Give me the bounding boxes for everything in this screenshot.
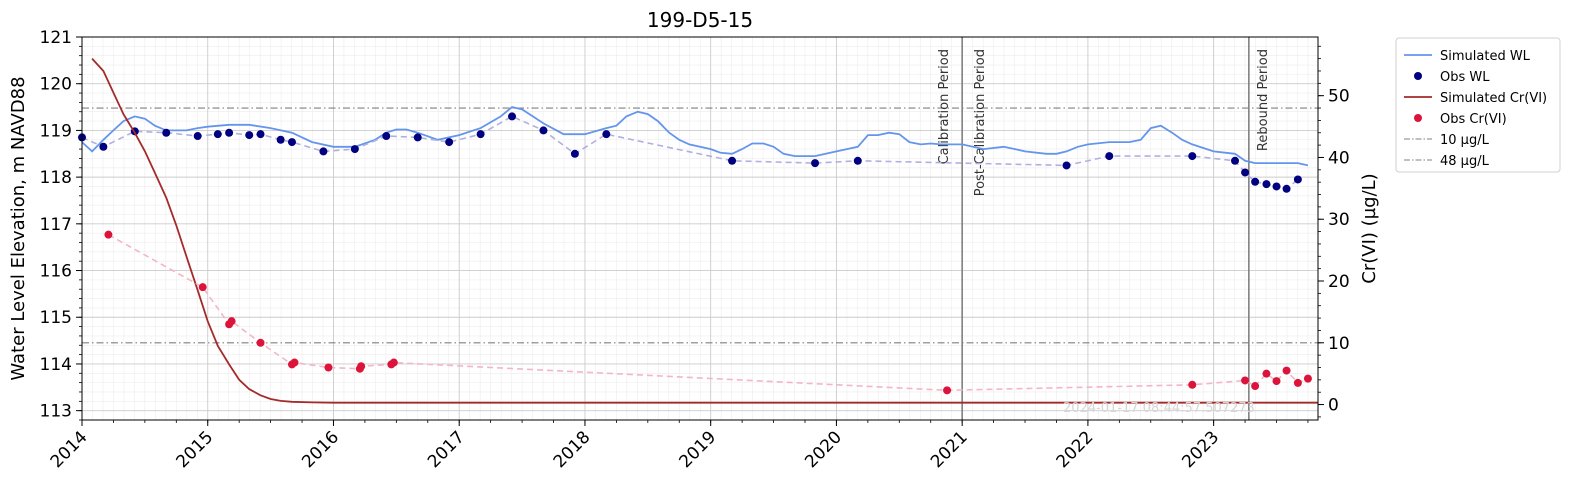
- chart-title: 199-D5-15: [647, 8, 753, 32]
- data-point: [276, 135, 285, 144]
- legend-label: Obs WL: [1440, 70, 1490, 85]
- y2-tick-label: 20: [1328, 272, 1350, 292]
- y-tick-label: 120: [40, 75, 72, 95]
- data-point: [1231, 156, 1240, 165]
- data-point: [193, 132, 202, 141]
- y-axis-label: Water Level Elevation, m NAVD88: [8, 76, 29, 380]
- y-tick-label: 118: [40, 168, 72, 188]
- data-point: [413, 133, 422, 142]
- y-tick-label: 114: [40, 355, 72, 375]
- threshold-lines: [82, 107, 1318, 344]
- data-point: [1251, 177, 1260, 186]
- data-point: [357, 362, 366, 371]
- data-point: [1105, 152, 1114, 161]
- y-tick-label: 117: [40, 215, 72, 235]
- data-point: [99, 142, 108, 151]
- y2-tick-label: 50: [1328, 87, 1350, 107]
- data-point: [287, 138, 296, 147]
- y2-tick-label: 10: [1328, 334, 1350, 354]
- data-point: [225, 128, 234, 137]
- data-point: [508, 112, 517, 121]
- data-point: [1251, 382, 1260, 391]
- data-point: [476, 130, 485, 139]
- data-point: [943, 386, 952, 395]
- y-tick-label: 119: [40, 121, 72, 141]
- y2-tick-label: 40: [1328, 148, 1350, 168]
- data-point: [198, 283, 207, 292]
- data-point: [1188, 380, 1197, 389]
- data-point: [1241, 376, 1250, 385]
- data-point: [104, 230, 113, 239]
- data-point: [1293, 378, 1302, 387]
- data-point: [539, 126, 548, 135]
- y-tick-label: 116: [40, 262, 72, 282]
- grid: [81, 36, 1318, 421]
- data-point: [256, 338, 265, 347]
- series: [78, 57, 1318, 404]
- legend-swatch: [1414, 114, 1422, 122]
- legend-label: 10 µg/L: [1440, 133, 1490, 148]
- data-point: [1272, 182, 1281, 191]
- data-point: [350, 145, 359, 154]
- data-point: [853, 156, 862, 165]
- data-point: [1262, 369, 1271, 378]
- period-label: Rebound Period: [1256, 49, 1271, 151]
- legend-box: [1395, 37, 1561, 173]
- period-label: Post-Calibration Period: [973, 49, 988, 196]
- data-point: [602, 130, 611, 139]
- data-point: [811, 159, 820, 168]
- y-tick-label: 113: [40, 402, 72, 422]
- data-point: [1188, 152, 1197, 161]
- legend-label: Obs Cr(VI): [1440, 112, 1507, 127]
- data-point: [1282, 366, 1291, 375]
- data-point: [245, 131, 254, 140]
- legend-label: 48 µg/L: [1440, 154, 1490, 169]
- data-point: [319, 147, 328, 156]
- y2-tick-label: 0: [1328, 396, 1339, 416]
- data-point: [256, 130, 265, 139]
- y2-tick-label: 30: [1328, 210, 1350, 230]
- data-point: [290, 358, 299, 367]
- y-tick-label: 115: [40, 308, 72, 328]
- series-line: [81, 106, 1309, 167]
- period-label: Calibration Period: [937, 49, 952, 164]
- legend-swatch: [1414, 72, 1422, 80]
- series-line: [91, 57, 1318, 404]
- data-point: [1282, 184, 1291, 193]
- data-point: [1293, 175, 1302, 184]
- data-point: [227, 317, 236, 326]
- data-point: [445, 138, 454, 147]
- data-point: [389, 358, 398, 367]
- data-point: [728, 156, 737, 165]
- data-point: [1272, 377, 1281, 386]
- legend: Simulated WL Obs WL Simulated Cr(VI) Obs Cr…: [1395, 37, 1561, 173]
- y2-axis-label: Cr(VI) (µg/L): [1359, 173, 1380, 283]
- legend-label: Simulated Cr(VI): [1440, 91, 1547, 106]
- data-point: [1062, 161, 1071, 170]
- data-point: [570, 149, 579, 158]
- data-point: [324, 363, 333, 372]
- y-tick-label: 121: [40, 28, 72, 48]
- plot-frame: [81, 36, 1319, 421]
- data-point: [1262, 180, 1271, 189]
- watermark-timestamp: 2024-01-17 08:44:57.507273: [1063, 401, 1255, 416]
- period-lines: Calibration Period Post-Calibration Perio…: [937, 37, 1271, 420]
- data-point: [1241, 168, 1250, 177]
- data-point: [213, 130, 222, 139]
- data-point: [382, 132, 391, 141]
- data-point: [1303, 374, 1312, 383]
- legend-label: Simulated WL: [1440, 49, 1531, 64]
- data-point: [162, 128, 171, 137]
